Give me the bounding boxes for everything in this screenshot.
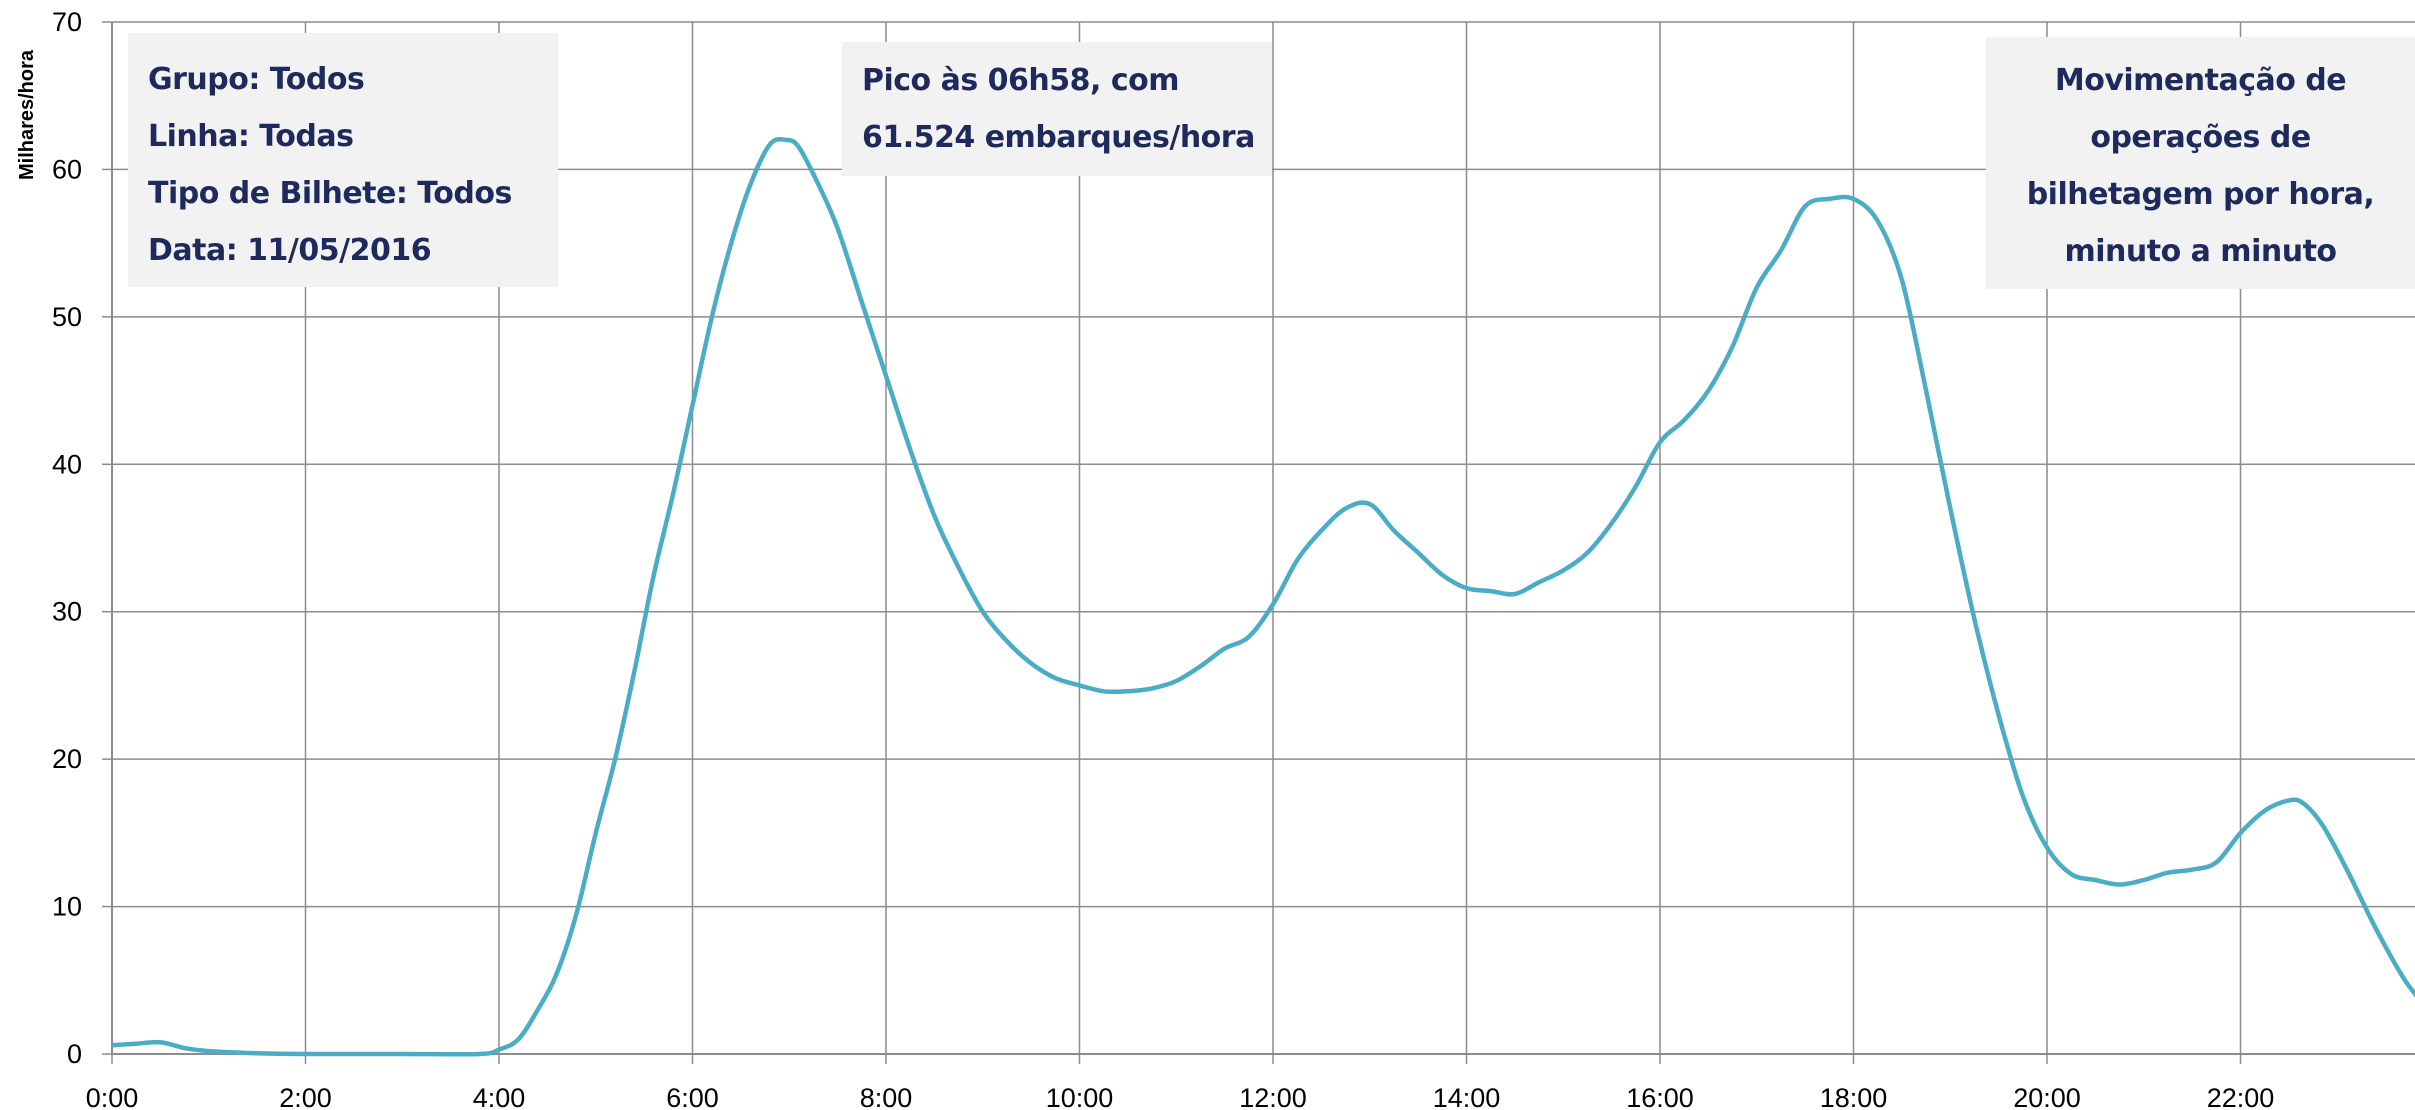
x-tick-label-6: 6:00 — [666, 1083, 719, 1110]
linha-text: Linha: Todas — [148, 119, 354, 154]
y-tick-label-20: 20 — [52, 744, 82, 774]
y-tick-label-40: 40 — [52, 449, 82, 479]
x-tick-label-12: 12:00 — [1239, 1083, 1307, 1110]
title-line-4: minuto a minuto — [2064, 234, 2337, 269]
x-tick-label-18: 18:00 — [1820, 1083, 1888, 1110]
y-tick-label-60: 60 — [52, 154, 82, 184]
data-text: Data: 11/05/2016 — [148, 233, 432, 268]
y-tick-label-50: 50 — [52, 302, 82, 332]
x-tick-label-20: 20:00 — [2013, 1083, 2081, 1110]
x-tick-label-16: 16:00 — [1626, 1083, 1694, 1110]
grupo-text: Grupo: Todos — [148, 62, 365, 97]
x-axis-ticks: 0:00 2:00 4:00 6:00 8:00 10:00 12:00 14:00 16:00… — [86, 1054, 2275, 1110]
x-tick-label-10: 10:00 — [1046, 1083, 1114, 1110]
y-axis-ticks: 0 10 20 30 40 50 60 70 — [52, 7, 112, 1069]
x-tick-label-2: 2:00 — [279, 1083, 332, 1110]
x-tick-label-14: 14:00 — [1433, 1083, 1501, 1110]
peak-info-box: Pico às 06h58, com 61.524 embarques/hora — [842, 42, 1272, 176]
peak-line-2: 61.524 embarques/hora — [862, 120, 1255, 155]
series-line — [111, 136, 2415, 1057]
x-tick-label-4: 4:00 — [473, 1083, 526, 1110]
tipo-bilhete-text: Tipo de Bilhete: Todos — [148, 176, 512, 211]
y-tick-label-30: 30 — [52, 597, 82, 627]
x-tick-label-8: 8:00 — [860, 1083, 913, 1110]
y-tick-label-10: 10 — [52, 892, 82, 922]
x-tick-label-0: 0:00 — [86, 1083, 139, 1110]
title-line-3: bilhetagem por hora, — [2026, 177, 2375, 212]
y-axis-label: Milhares/hora — [16, 49, 38, 180]
title-line-1: Movimentação de — [2054, 63, 2347, 98]
x-tick-label-22: 22:00 — [2207, 1083, 2275, 1110]
y-tick-label-0: 0 — [67, 1039, 82, 1069]
peak-line-1: Pico às 06h58, com — [862, 63, 1180, 98]
filter-info-box: Grupo: Todos Linha: Todas Tipo de Bilhet… — [128, 33, 558, 287]
chart-title-box: Movimentação de operações de bilhetagem … — [1986, 37, 2415, 289]
title-line-2: operações de — [2090, 120, 2311, 155]
y-tick-label-70: 70 — [52, 7, 82, 37]
